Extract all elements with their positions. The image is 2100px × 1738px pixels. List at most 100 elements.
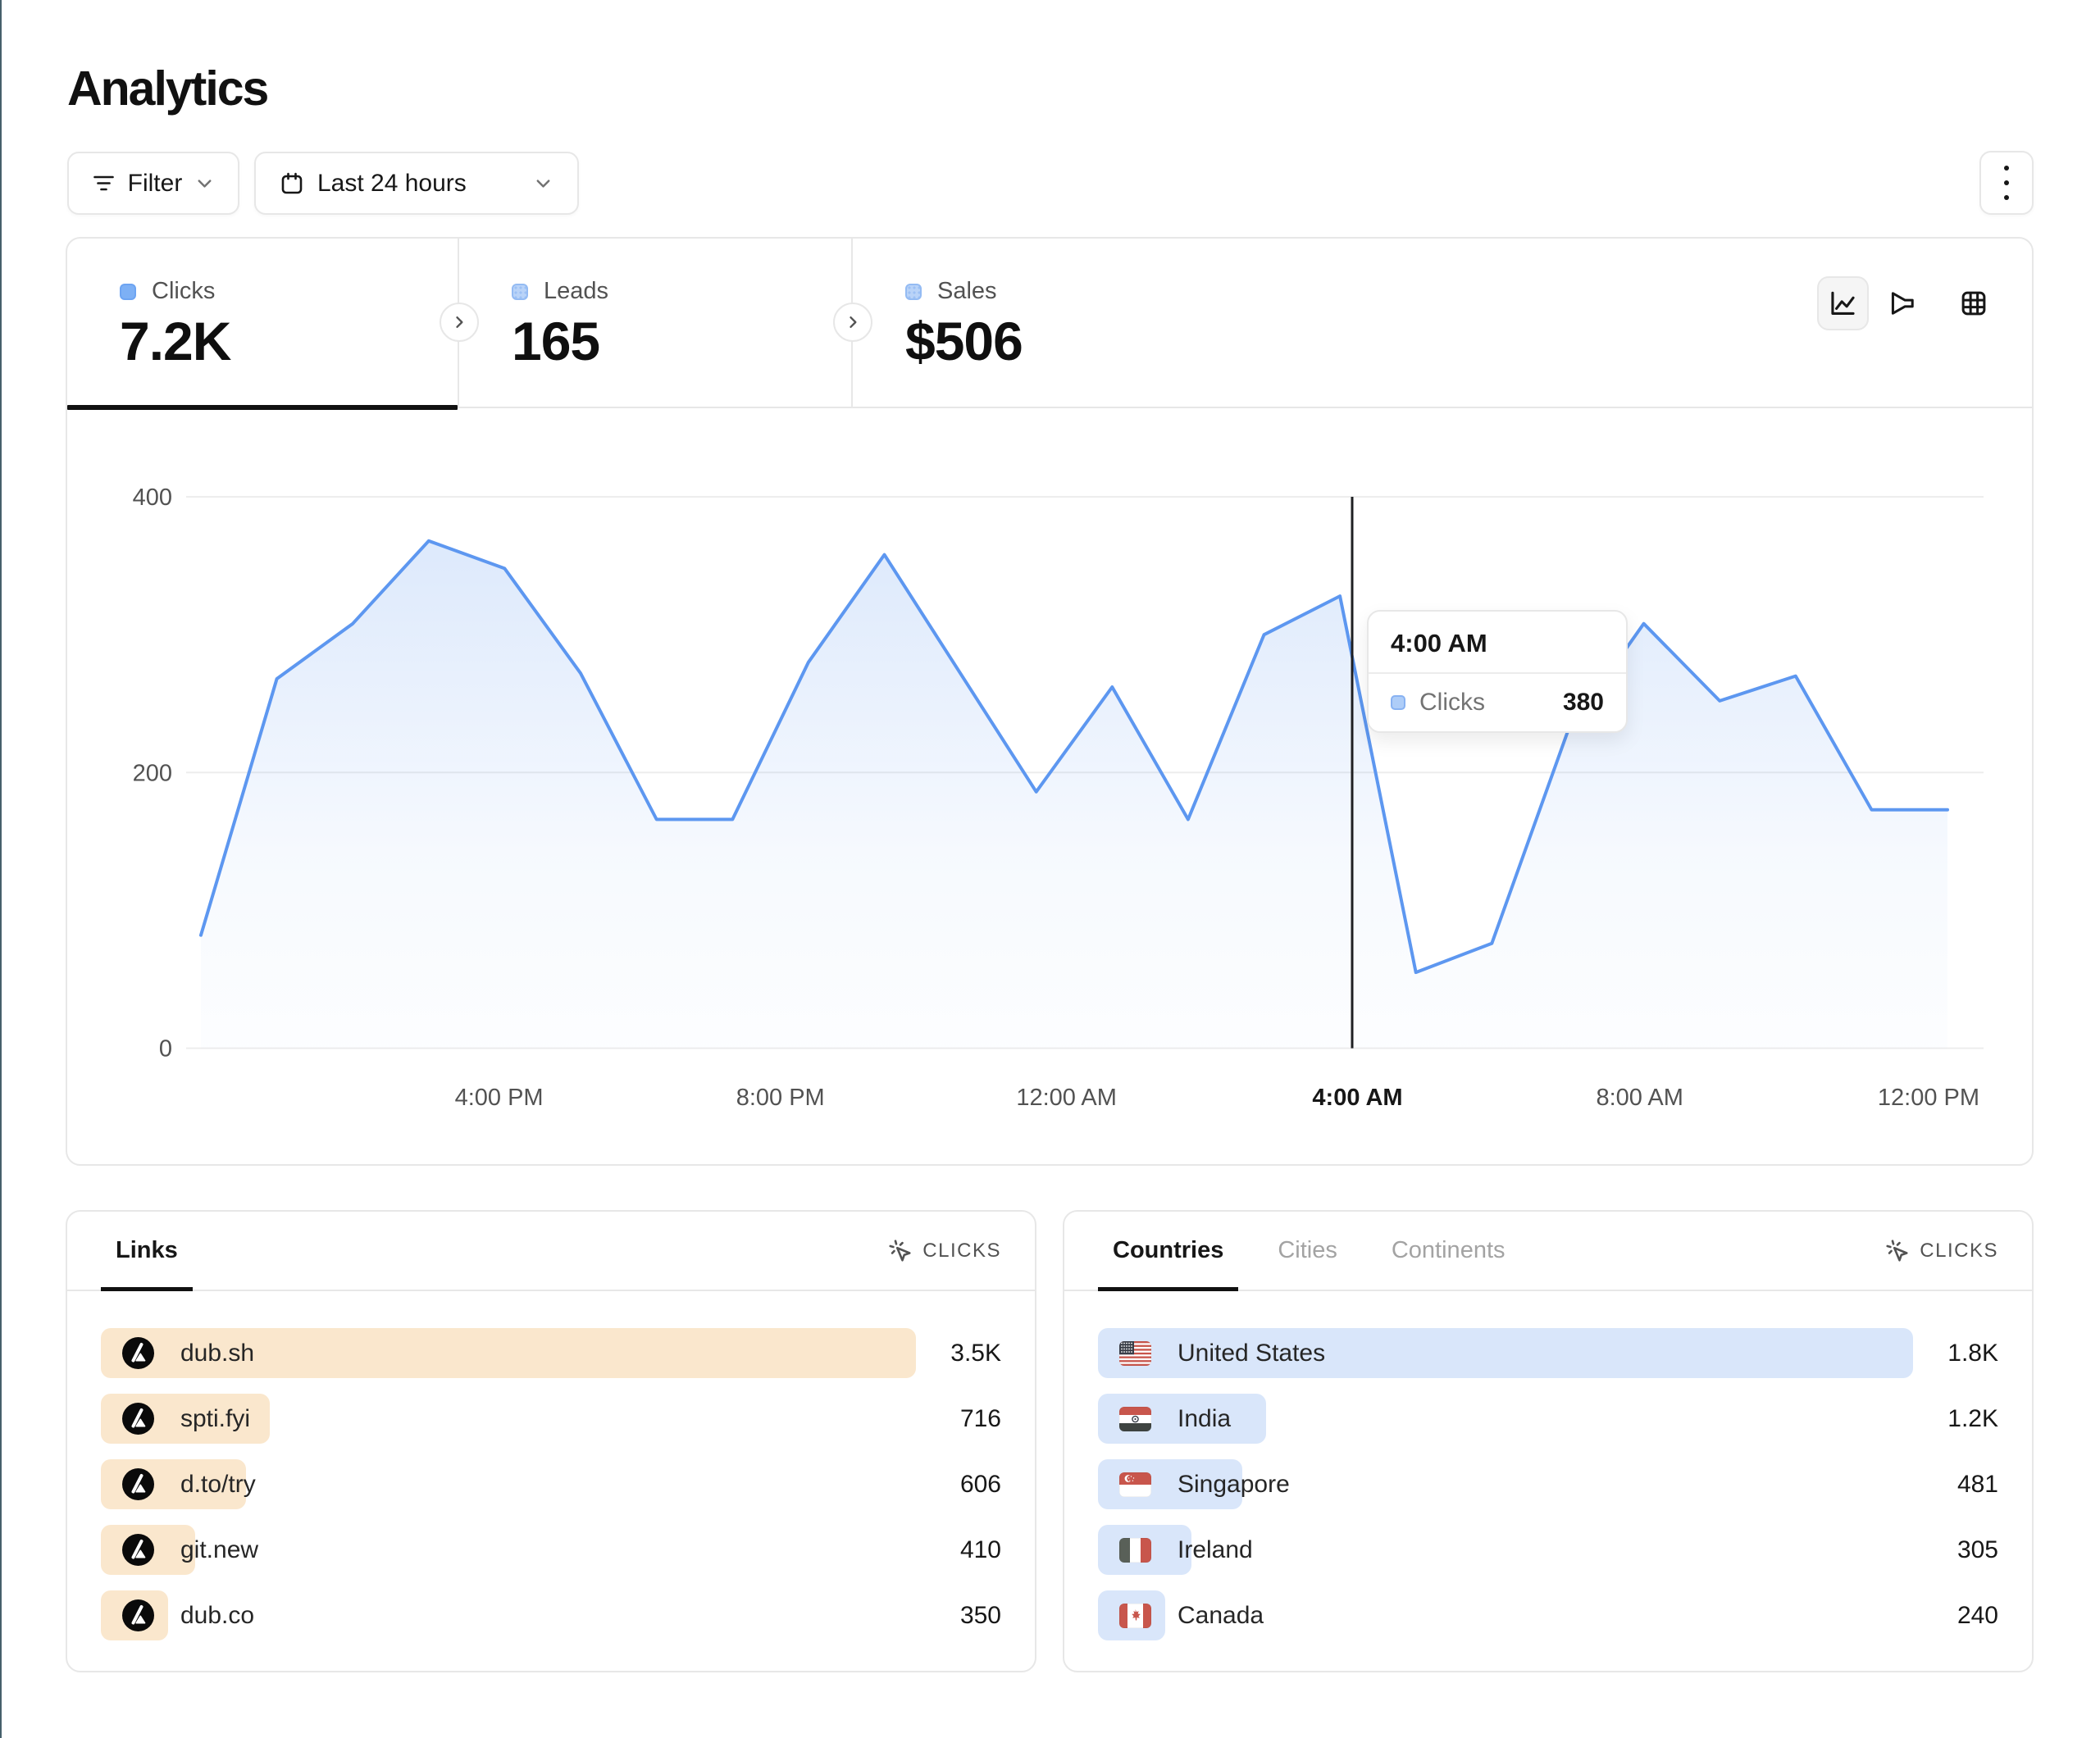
row-value: 606 [959,1470,1001,1498]
table-row[interactable]: United States 1.8K [1098,1328,1998,1378]
chevron-right-icon [456,316,463,328]
links-metric-header[interactable]: CLICKS [888,1212,1001,1290]
clicks-legend-square [1391,695,1405,710]
x-tick-label: 8:00 AM [1596,1085,1683,1111]
card-tabs: Countries Cities Continents [1098,1212,1520,1291]
table-row[interactable]: Canada 240 [1098,1590,1998,1640]
table-row[interactable]: git.new 410 [101,1525,1001,1575]
tab-links[interactable]: Links [101,1212,193,1291]
row-bar-zone: dub.co [101,1590,916,1640]
expand-stat-button[interactable] [833,303,872,342]
row-label: dub.sh [180,1340,255,1367]
stat-tab-leads[interactable]: Leads 165 [459,239,853,408]
geo-rows: United States 1.8K India 1.2K [1064,1291,2032,1640]
cursor-click-icon [1886,1239,1908,1262]
sales-legend-square [905,283,922,300]
table-row[interactable]: India 1.2K [1098,1394,1998,1444]
expand-stat-button[interactable] [440,303,479,342]
chevron-down-icon [198,180,212,188]
row-bar-zone: India [1098,1394,1913,1444]
links-rows: dub.sh 3.5K spti.fyi 716 d.to/try 606 [67,1291,1035,1640]
tooltip-row: Clicks 380 [1369,674,1626,731]
table-row[interactable]: Ireland 305 [1098,1525,1998,1575]
row-label: spti.fyi [180,1405,251,1432]
table-row[interactable]: d.to/try 606 [101,1459,1001,1509]
stat-legend-row: Clicks [120,278,458,305]
sales-value: $506 [905,311,1023,371]
row-bar-zone: Singapore [1098,1459,1913,1509]
row-value: 410 [959,1536,1001,1563]
table-row[interactable]: dub.sh 3.5K [101,1328,1001,1378]
area-fill [201,540,1947,1049]
geo-card-header: Countries Cities Continents CLICKS [1064,1212,2032,1291]
stat-legend-row: Leads [512,278,851,305]
date-range-label: Last 24 hours [317,169,467,197]
stat-label: Leads [544,278,609,304]
row-label: git.new [180,1536,259,1563]
clicks-area-chart[interactable]: 0 200 400 4:00 PM 8:00 PM 12:00 AM 4:00 AM 8:0… [67,239,2035,1167]
row-label: Canada [1178,1602,1264,1629]
row-label: dub.co [180,1602,255,1629]
clicks-line [199,539,1949,975]
row-value: 1.8K [1947,1339,1998,1367]
dub-logo-icon [122,1534,154,1566]
stat-label: Sales [937,278,997,304]
row-bar [101,1328,916,1378]
tab-continents[interactable]: Continents [1391,1237,1506,1263]
row-label: Singapore [1178,1471,1290,1498]
selected-tab-underline [67,405,458,410]
filter-icon [93,175,114,191]
y-tick-label: 400 [133,485,172,511]
dub-logo-icon [122,1337,154,1369]
x-axis-labels: 4:00 PM 8:00 PM 12:00 AM 4:00 AM 8:00 AM 12:0… [455,1085,1979,1111]
more-options-button[interactable] [1979,151,2034,215]
links-card: Links CLICKS dub. [66,1210,1036,1672]
clicks-value: 7.2K [120,311,231,371]
row-bar-zone: git.new [101,1525,916,1575]
calendar-icon [281,172,303,193]
table-row[interactable]: spti.fyi 716 [101,1394,1001,1444]
flag-canada [1119,1604,1151,1628]
metric-header-label: CLICKS [1920,1239,1998,1262]
chart-tooltip: 4:00 AM Clicks 380 [1367,610,1628,733]
row-value: 305 [1957,1536,1998,1563]
kebab-dot [2004,195,2009,200]
table-view-button[interactable] [1959,289,1988,318]
tooltip-time: 4:00 AM [1369,612,1626,674]
tooltip-series-label: Clicks [1419,689,1485,716]
row-label: United States [1178,1340,1326,1367]
links-card-header: Links CLICKS [67,1212,1035,1291]
geo-metric-header[interactable]: CLICKS [1885,1212,1998,1290]
dub-logo-icon [122,1599,154,1631]
dub-logo-icon [122,1403,154,1435]
tooltip-series-value: 380 [1562,689,1604,716]
x-tick-label: 4:00 PM [455,1085,544,1111]
flag-singapore [1119,1472,1151,1497]
flag-ireland [1119,1538,1151,1563]
tab-cities[interactable]: Cities [1278,1237,1337,1263]
tab-countries[interactable]: Countries [1098,1212,1239,1291]
funnel-chart-view-button[interactable] [1888,289,1917,318]
stat-tab-sales[interactable]: Sales $506 [853,239,1246,408]
flag-united-states [1119,1341,1151,1366]
row-label: Ireland [1178,1536,1253,1563]
area-chart-view-button[interactable] [1817,276,1869,330]
y-axis-labels: 0 200 400 [133,485,172,1062]
filter-button-label: Filter [127,169,183,197]
kebab-dot [2004,180,2009,185]
table-row[interactable]: dub.co 350 [101,1590,1001,1640]
page-title: Analytics [67,61,269,116]
x-tick-label: 4:00 AM [1312,1085,1402,1111]
row-label: India [1178,1405,1232,1432]
filter-button[interactable]: Filter [67,152,239,215]
dub-logo-icon [122,1468,154,1500]
row-value: 1.2K [1947,1404,1998,1432]
row-bar-zone: Canada [1098,1590,1913,1640]
row-bar-zone: d.to/try [101,1459,916,1509]
date-range-button[interactable]: Last 24 hours [254,152,579,215]
y-tick-label: 200 [133,760,172,786]
row-value: 240 [1957,1601,1998,1629]
leads-legend-square [512,283,528,300]
table-row[interactable]: Singapore 481 [1098,1459,1998,1509]
